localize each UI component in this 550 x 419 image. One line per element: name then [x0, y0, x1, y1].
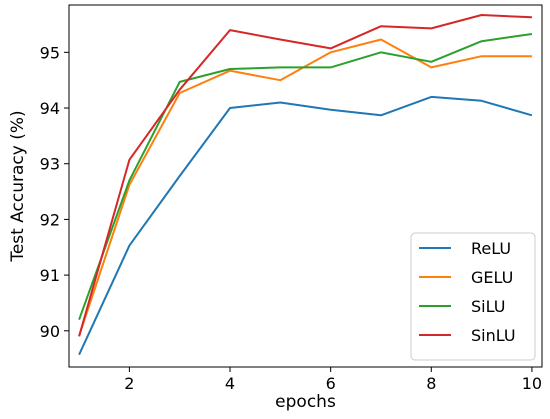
- y-tick-label: 95: [40, 43, 60, 62]
- series-line-sinlu: [78, 14, 532, 337]
- x-tick-label: 4: [225, 374, 235, 393]
- legend-box: [410, 232, 536, 361]
- y-tick-label: 92: [40, 210, 60, 229]
- legend-label-sinlu: SinLU: [471, 326, 516, 345]
- plot-frame: [68, 4, 543, 368]
- series-line-gelu: [78, 38, 532, 337]
- y-axis: 90 91 92 93 94 95: [40, 43, 69, 341]
- series-line-relu: [78, 95, 533, 356]
- legend: ReLU GELU SiLU SinLU: [410, 232, 536, 361]
- series-layer: [78, 14, 533, 356]
- legend-label-relu: ReLU: [471, 239, 511, 258]
- legend-label-silu: SiLU: [471, 297, 505, 316]
- x-tick-label: 8: [426, 374, 436, 393]
- y-tick-label: 93: [40, 155, 60, 174]
- y-axis-title: Test Accuracy (%): [8, 110, 28, 262]
- x-axis-title: epochs: [275, 392, 336, 412]
- y-tick-label: 90: [40, 322, 60, 341]
- x-axis: 2 4 6 8 10: [124, 367, 542, 393]
- legend-label-gelu: GELU: [471, 268, 513, 287]
- x-tick-label: 10: [522, 374, 542, 393]
- x-tick-label: 2: [124, 374, 134, 393]
- series-line-silu: [78, 33, 533, 321]
- x-tick-label: 6: [326, 374, 336, 393]
- y-tick-label: 91: [40, 266, 60, 285]
- y-tick-label: 94: [40, 99, 60, 118]
